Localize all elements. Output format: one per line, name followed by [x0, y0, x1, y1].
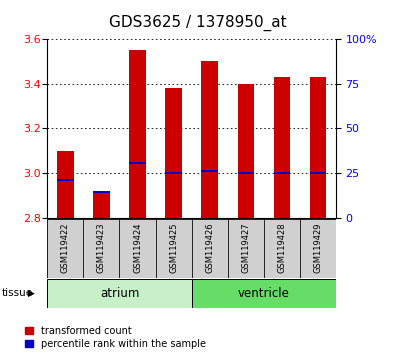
Bar [166, 88, 182, 218]
Bar [130, 50, 146, 218]
Bar [57, 179, 73, 181]
Text: GSM119426: GSM119426 [205, 222, 214, 273]
Bar [57, 151, 73, 218]
Bar [83, 219, 119, 278]
Text: GSM119424: GSM119424 [133, 222, 142, 273]
Text: atrium: atrium [100, 287, 139, 300]
Text: ▶: ▶ [28, 289, 35, 298]
Bar [237, 172, 254, 174]
Bar [120, 219, 156, 278]
Bar [274, 172, 290, 174]
Bar [274, 77, 290, 218]
Legend: transformed count, percentile rank within the sample: transformed count, percentile rank withi… [24, 326, 206, 349]
Bar [156, 219, 192, 278]
Bar [201, 61, 218, 218]
Bar [130, 162, 146, 164]
Bar [47, 279, 192, 308]
Bar [300, 219, 336, 278]
Bar [47, 219, 83, 278]
Bar [166, 172, 182, 174]
Bar [310, 77, 326, 218]
Text: GSM119423: GSM119423 [97, 222, 106, 273]
Bar [237, 84, 254, 218]
Text: GSM119422: GSM119422 [61, 222, 70, 273]
Bar [310, 172, 326, 174]
Text: GSM119425: GSM119425 [169, 222, 178, 273]
Text: GSM119428: GSM119428 [277, 222, 286, 273]
Bar [93, 191, 109, 218]
Bar [264, 219, 300, 278]
Bar [93, 191, 109, 193]
Text: GDS3625 / 1378950_at: GDS3625 / 1378950_at [109, 15, 286, 31]
Bar [192, 279, 336, 308]
Text: GSM119429: GSM119429 [313, 222, 322, 273]
Text: tissue: tissue [2, 288, 33, 298]
Text: ventricle: ventricle [238, 287, 290, 300]
Bar [228, 219, 264, 278]
Bar [201, 170, 218, 172]
Text: GSM119427: GSM119427 [241, 222, 250, 273]
Bar [192, 219, 228, 278]
